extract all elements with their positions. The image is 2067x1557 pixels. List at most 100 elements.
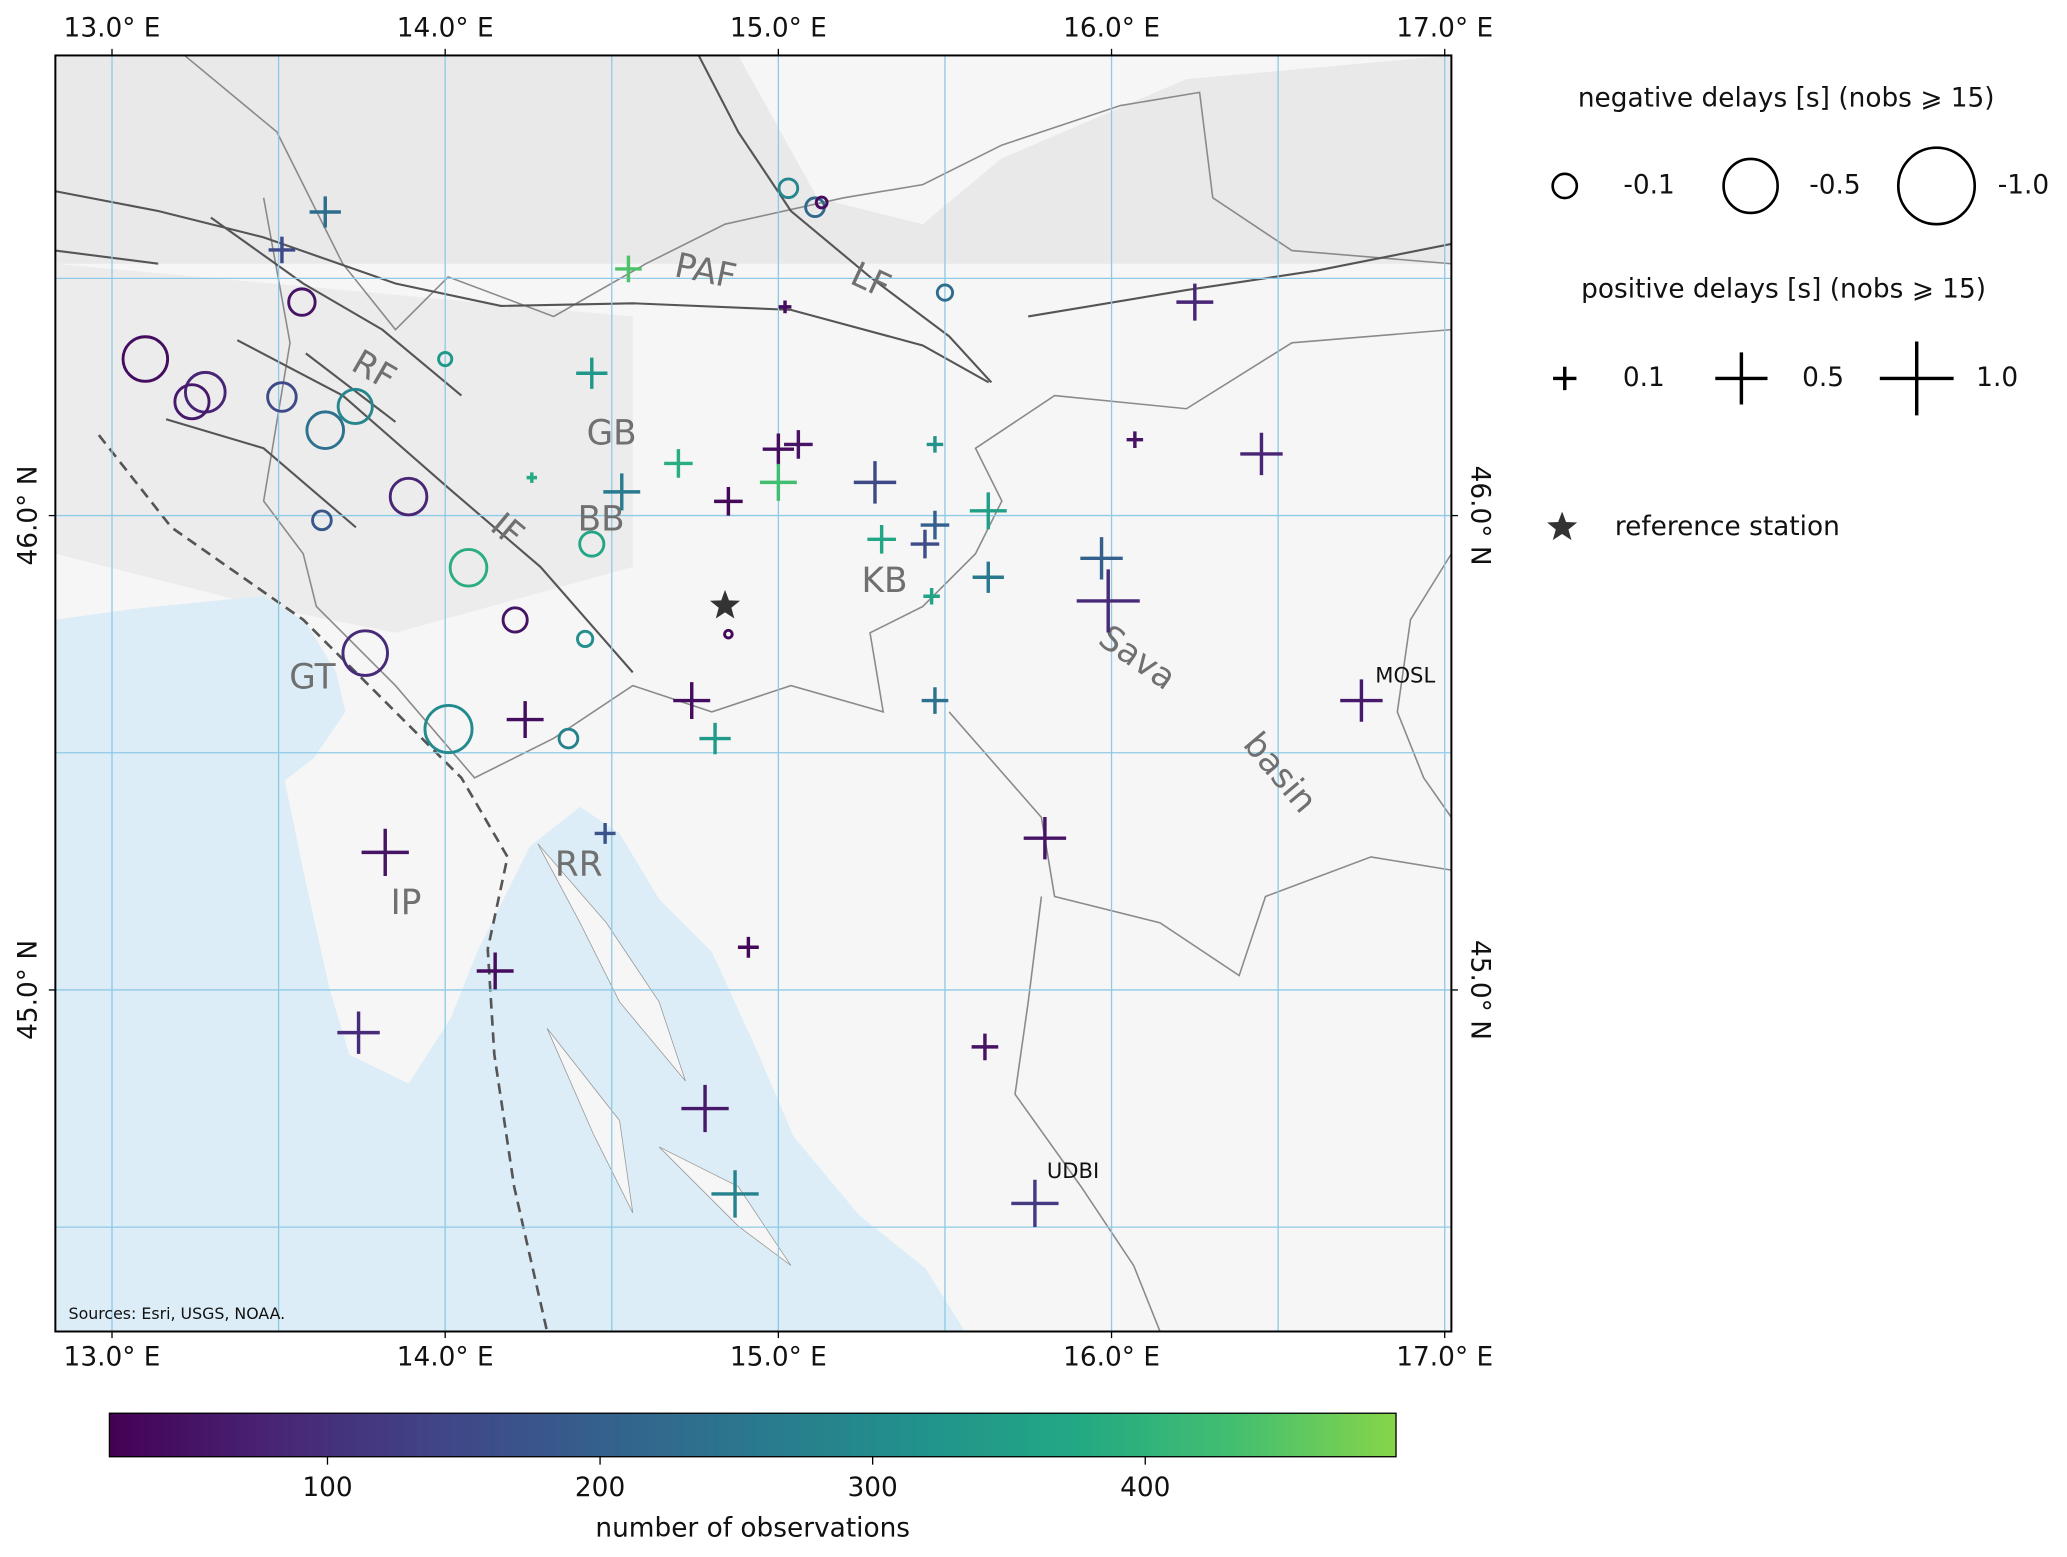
legend-cross	[1553, 366, 1577, 391]
legend-label: reference station	[1615, 512, 1840, 542]
station-cross	[926, 436, 944, 453]
station-circle	[423, 704, 474, 755]
legend-label: -0.5	[1809, 170, 1860, 200]
station-markers	[121, 177, 1383, 1228]
legend-label: 0.1	[1623, 363, 1665, 393]
fault-line	[305, 352, 397, 423]
legend-circle	[1722, 157, 1779, 215]
y-tick-label: 46.0° N	[1465, 466, 1495, 566]
legend-title: negative delays [s] (nobs ⩾ 15)	[1578, 83, 1995, 113]
station-circle	[448, 547, 489, 588]
station-cross	[1076, 569, 1140, 633]
map-frame	[54, 54, 1453, 1333]
region-label: GT	[289, 657, 336, 697]
border-line	[1396, 553, 1452, 818]
fault-line	[55, 249, 159, 265]
colorbar-label: number of observations	[595, 1514, 910, 1544]
x-tick-label: 14.0° E	[397, 1342, 494, 1372]
station-cross	[867, 525, 896, 554]
region-label: IP	[391, 883, 422, 923]
station-circle	[557, 727, 580, 750]
region-label: RR	[555, 845, 603, 885]
fault-line	[697, 55, 993, 384]
fault-line	[236, 339, 634, 674]
station-cross	[784, 430, 813, 459]
x-tick-label: 13.0° E	[64, 14, 161, 44]
station-circle	[723, 628, 734, 640]
basemap	[55, 55, 1452, 1332]
mountain-relief	[55, 263, 633, 633]
legend-cross	[1879, 341, 1954, 416]
station-circle	[266, 381, 298, 413]
station-circle	[173, 383, 211, 421]
station-circle	[576, 629, 595, 649]
station-cross	[910, 529, 940, 559]
colorbar-tick-label: 400	[1120, 1473, 1170, 1503]
station-cross	[853, 461, 897, 504]
x-tick-label: 15.0° E	[730, 14, 827, 44]
station-cross	[673, 682, 711, 720]
graticule	[55, 55, 1452, 1332]
station-cross	[1011, 1179, 1059, 1228]
station-cross	[594, 822, 616, 844]
station-circle	[814, 195, 829, 210]
border-line	[1014, 896, 1161, 1332]
station-cross	[923, 587, 940, 605]
station-cross	[972, 561, 1004, 593]
fault-line	[1028, 242, 1452, 318]
x-tick-label: 16.0° E	[1063, 14, 1160, 44]
station-cross	[615, 255, 642, 283]
station-cross	[1080, 537, 1123, 580]
reference-star	[710, 589, 741, 619]
border-line	[184, 55, 1452, 331]
colorbar-tick-label: 200	[575, 1473, 625, 1503]
station-circle	[305, 410, 346, 450]
x-tick-label: 17.0° E	[1396, 14, 1493, 44]
station-cross	[476, 952, 514, 990]
station-cross	[576, 357, 608, 389]
station-circle	[578, 530, 606, 558]
station-cross	[1023, 816, 1067, 860]
fault-line	[210, 216, 463, 397]
station-cross	[711, 1170, 759, 1218]
station-cross	[737, 936, 759, 958]
station-circle	[501, 606, 529, 634]
borders	[184, 55, 1452, 1332]
island	[658, 1146, 792, 1266]
station-cross	[921, 687, 949, 714]
legend-title: positive delays [s] (nobs ⩾ 15)	[1581, 275, 1986, 305]
station-cross	[920, 510, 950, 540]
station-cross	[714, 487, 743, 516]
y-tick-label: 45.0° N	[1465, 940, 1495, 1040]
station-cross	[971, 1033, 999, 1061]
station-cross	[337, 1011, 380, 1054]
station-cross	[361, 828, 409, 877]
station-circle	[388, 476, 429, 517]
station-cross	[699, 722, 731, 755]
colorbar	[108, 1412, 1397, 1458]
x-tick-label: 13.0° E	[64, 1342, 161, 1372]
station-circle	[777, 177, 800, 200]
station-cross	[268, 236, 296, 264]
station-cross	[762, 433, 795, 465]
fault-line	[165, 418, 357, 529]
legend-label: -1.0	[1998, 170, 2049, 200]
legend-circle	[1551, 172, 1579, 200]
dashed-boundary	[97, 434, 549, 1332]
x-tick-label: 16.0° E	[1063, 1342, 1160, 1372]
station-circle	[311, 509, 333, 532]
x-tick-label: 17.0° E	[1396, 1342, 1493, 1372]
station-cross	[969, 492, 1007, 530]
station-cross	[506, 701, 544, 739]
colorbar-tick-label: 100	[302, 1473, 352, 1503]
station-cross	[1126, 431, 1144, 448]
station-cross	[778, 300, 792, 314]
legend-label: 1.0	[1976, 363, 2018, 393]
legend-label: -0.1	[1623, 170, 1674, 200]
station-cross	[1240, 432, 1283, 476]
station-circle	[341, 629, 389, 677]
station-cross	[603, 473, 641, 511]
colorbar-tick-label: 300	[847, 1473, 897, 1503]
station-circle	[121, 335, 170, 383]
